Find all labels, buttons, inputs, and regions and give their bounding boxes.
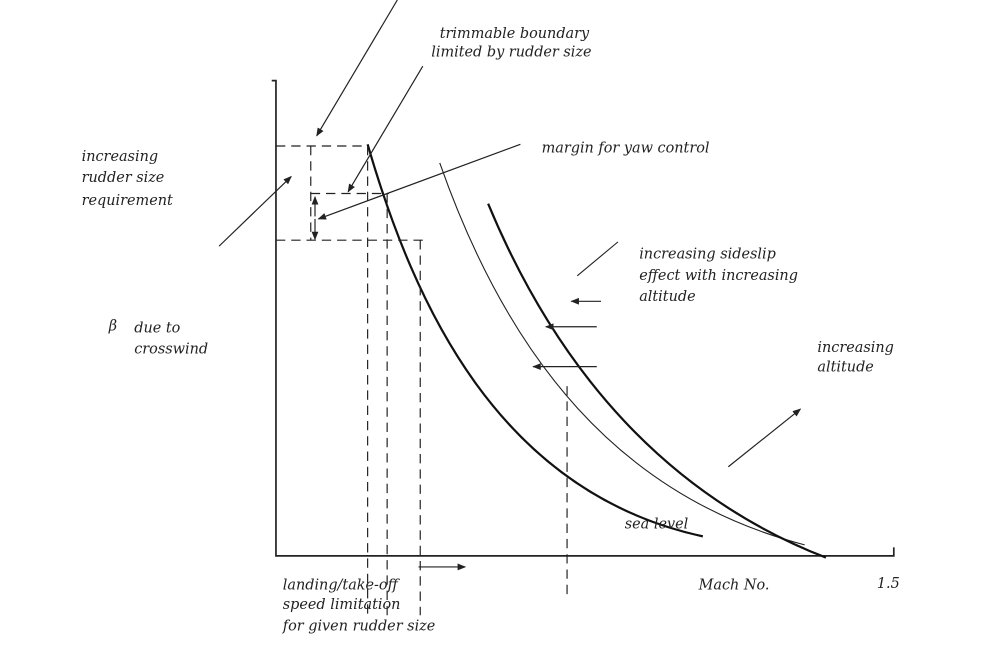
note-line: trimmable boundary	[440, 26, 590, 42]
sea-level-curve	[366, 143, 704, 538]
note-line: effect with increasing	[639, 268, 798, 284]
guide-lines	[275, 145, 568, 616]
note-line: increasing	[817, 340, 893, 356]
labels: trimmable boundary limited by rudder siz…	[82, 26, 900, 634]
y-axis-label: due to	[134, 320, 180, 336]
x-axis-label: Mach No.	[698, 578, 770, 594]
axes	[271, 79, 895, 557]
note-line: increasing	[82, 149, 158, 165]
arrows	[218, 0, 802, 571]
note-line: rudder size	[82, 170, 165, 186]
y-axis-symbol: β	[108, 319, 117, 335]
arrow	[218, 175, 292, 247]
note-line: altitude	[817, 359, 873, 375]
axis-lines	[271, 79, 895, 557]
note-line: speed limitation	[283, 597, 401, 613]
y-axis-label: crosswind	[134, 342, 208, 358]
note-line: limited by rudder size	[431, 45, 591, 61]
arrow	[316, 0, 398, 137]
note-line: for given rudder size	[282, 618, 436, 634]
note-line: sea level	[625, 516, 689, 532]
x-axis-end-label: 1.5	[877, 576, 900, 592]
note-line: altitude	[639, 289, 695, 305]
high-altitude-curve	[487, 203, 827, 559]
note-line: requirement	[82, 193, 173, 209]
note-line: increasing sideslip	[639, 247, 776, 263]
arrow	[727, 408, 802, 468]
pointer	[576, 241, 619, 277]
arrow	[347, 65, 424, 193]
mid-altitude-curve	[439, 162, 805, 546]
curves	[366, 143, 827, 559]
dashed-guides	[275, 145, 568, 616]
note-line: margin for yaw control	[542, 141, 710, 157]
arrow	[317, 143, 521, 220]
note-line: landing/take-off	[283, 578, 401, 594]
